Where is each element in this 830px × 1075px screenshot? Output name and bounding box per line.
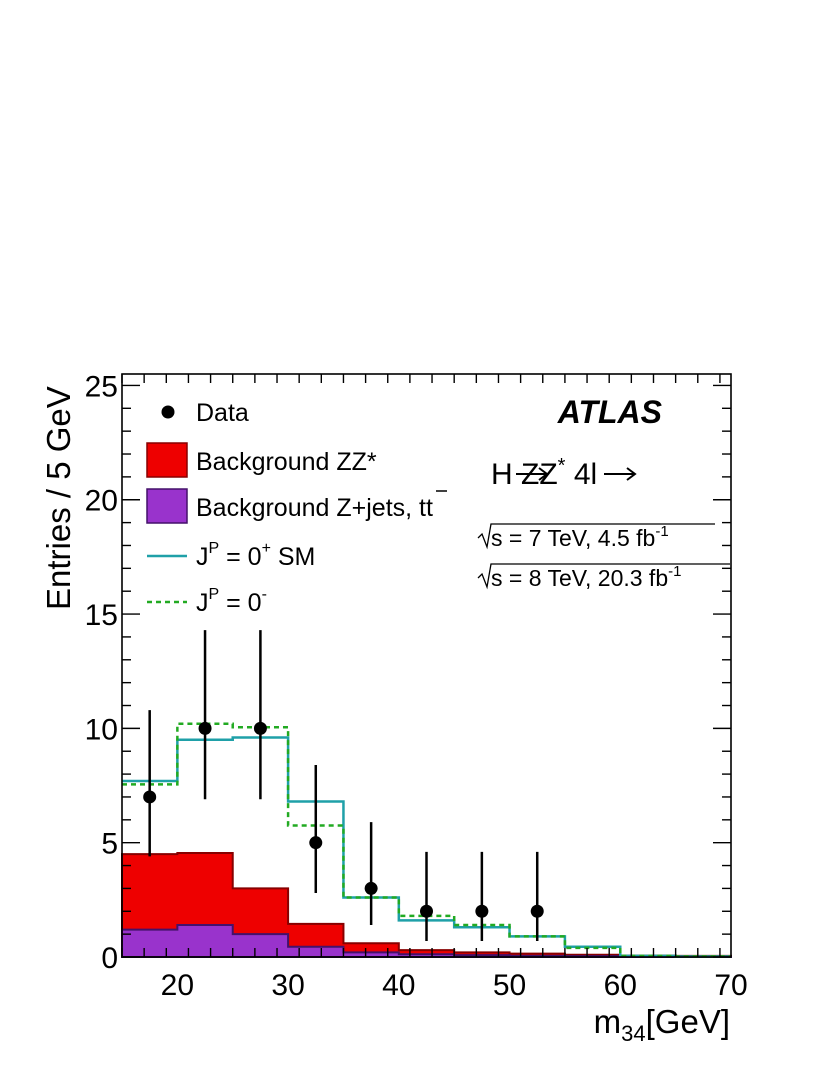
data-marker [198, 721, 212, 735]
legend-zz-label: Background ZZ* [196, 448, 377, 476]
data-point [143, 710, 157, 857]
y-tick-label: 10 [85, 713, 118, 746]
energy-label-7tev: s = 7 TeV, 4.5 fb-1 [491, 523, 669, 551]
ps-prediction-line [122, 722, 731, 958]
y-tick-label: 15 [85, 599, 118, 632]
x-tick-label: 40 [382, 969, 415, 1002]
legend-sm-label: JP = 0+ SM [196, 540, 315, 571]
y-tick-label: 25 [85, 370, 118, 403]
x-tick-label: 70 [714, 969, 747, 1002]
legend: Data Background ZZ* Background Z+jets, t… [146, 399, 447, 617]
data-marker [143, 790, 157, 804]
x-tick-label: 20 [161, 969, 194, 1002]
plot-frame [121, 373, 732, 958]
atlas-label: ATLAS [557, 394, 663, 430]
x-axis-title: m34[GeV] [594, 1003, 730, 1046]
data-marker [530, 904, 544, 918]
legend-zz-swatch [146, 442, 188, 478]
legend-ps-label: JP = 0- [196, 586, 267, 617]
x-tick-label: 60 [604, 969, 637, 1002]
x-tick-label: 30 [271, 969, 304, 1002]
data-marker [364, 881, 378, 895]
data-marker [253, 721, 267, 735]
y-tick-label: 20 [85, 485, 118, 518]
legend-zjets-label: Background Z+jets, tt [196, 494, 433, 522]
legend-zjets-swatch [146, 488, 188, 524]
y-tick-label: 0 [101, 942, 118, 975]
data-point [530, 851, 544, 941]
data-point [253, 630, 267, 800]
y-tick-label: 5 [101, 828, 118, 861]
sqrt-icon-2 [477, 563, 730, 590]
data-point [420, 851, 433, 941]
arrow-icon [516, 467, 549, 481]
arrow-icon-2 [604, 467, 637, 481]
data-point [198, 630, 212, 800]
y-axis-title: Entries / 5 GeV [40, 386, 77, 610]
energy-label-8tev: s = 8 TeV, 20.3 fb-1 [491, 563, 681, 591]
x-tick-label: 50 [493, 969, 526, 1002]
data-marker [420, 904, 433, 918]
data-point [309, 764, 323, 893]
legend-data-marker [161, 405, 175, 419]
data-point [364, 822, 378, 925]
sqrt-icon [477, 523, 715, 550]
data-marker [309, 836, 323, 850]
legend-data-label: Data [196, 399, 249, 427]
data-point [475, 851, 489, 941]
data-marker [475, 904, 489, 918]
process-label: H ZZ* 4l [491, 455, 597, 491]
